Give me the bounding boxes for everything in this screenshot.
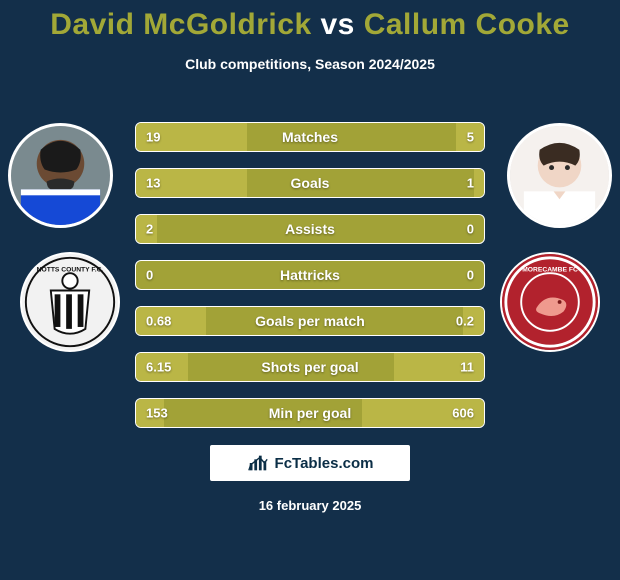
stat-fill-right (463, 307, 484, 335)
player1-club-crest: NOTTS COUNTY F.C. (20, 252, 120, 352)
stat-fill-left (136, 169, 247, 197)
player2-avatar (507, 123, 612, 228)
stat-value-left: 0 (146, 268, 153, 283)
stat-label: Assists (136, 221, 484, 237)
stat-fill-left (136, 353, 188, 381)
player2-club-crest: MORECAMBE FC (500, 252, 600, 352)
chart-icon (247, 452, 269, 474)
stat-fill-right (456, 123, 484, 151)
subtitle: Club competitions, Season 2024/2025 (0, 56, 620, 72)
comparison-title: David McGoldrick vs Callum Cooke (0, 0, 620, 42)
date-label: 16 february 2025 (0, 498, 620, 513)
stat-value-right: 0 (467, 222, 474, 237)
stat-fill-right (394, 353, 484, 381)
stat-row: 195Matches (135, 122, 485, 152)
vs-separator: vs (320, 8, 354, 41)
stat-fill-left (136, 123, 247, 151)
stat-row: 153606Min per goal (135, 398, 485, 428)
player1-avatar (8, 123, 113, 228)
stat-row: 131Goals (135, 168, 485, 198)
stat-bars: 195Matches131Goals20Assists00Hattricks0.… (135, 122, 485, 444)
stat-row: 20Assists (135, 214, 485, 244)
stat-fill-right (474, 169, 484, 197)
stat-row: 6.1511Shots per goal (135, 352, 485, 382)
stat-fill-left (136, 307, 206, 335)
branding-badge: FcTables.com (210, 445, 410, 481)
brand-text: FcTables.com (275, 455, 374, 472)
stat-label: Hattricks (136, 267, 484, 283)
stat-fill-left (136, 399, 164, 427)
stat-fill-left (136, 215, 157, 243)
player1-name: David McGoldrick (50, 8, 311, 41)
stat-row: 0.680.2Goals per match (135, 306, 485, 336)
stat-row: 0 0Hattricks (135, 260, 485, 290)
stat-fill-right (362, 399, 484, 427)
player2-name: Callum Cooke (364, 8, 570, 41)
svg-text:MORECAMBE FC: MORECAMBE FC (522, 266, 578, 273)
stat-value-right: 0 (467, 268, 474, 283)
svg-text:NOTTS COUNTY F.C.: NOTTS COUNTY F.C. (37, 266, 104, 273)
